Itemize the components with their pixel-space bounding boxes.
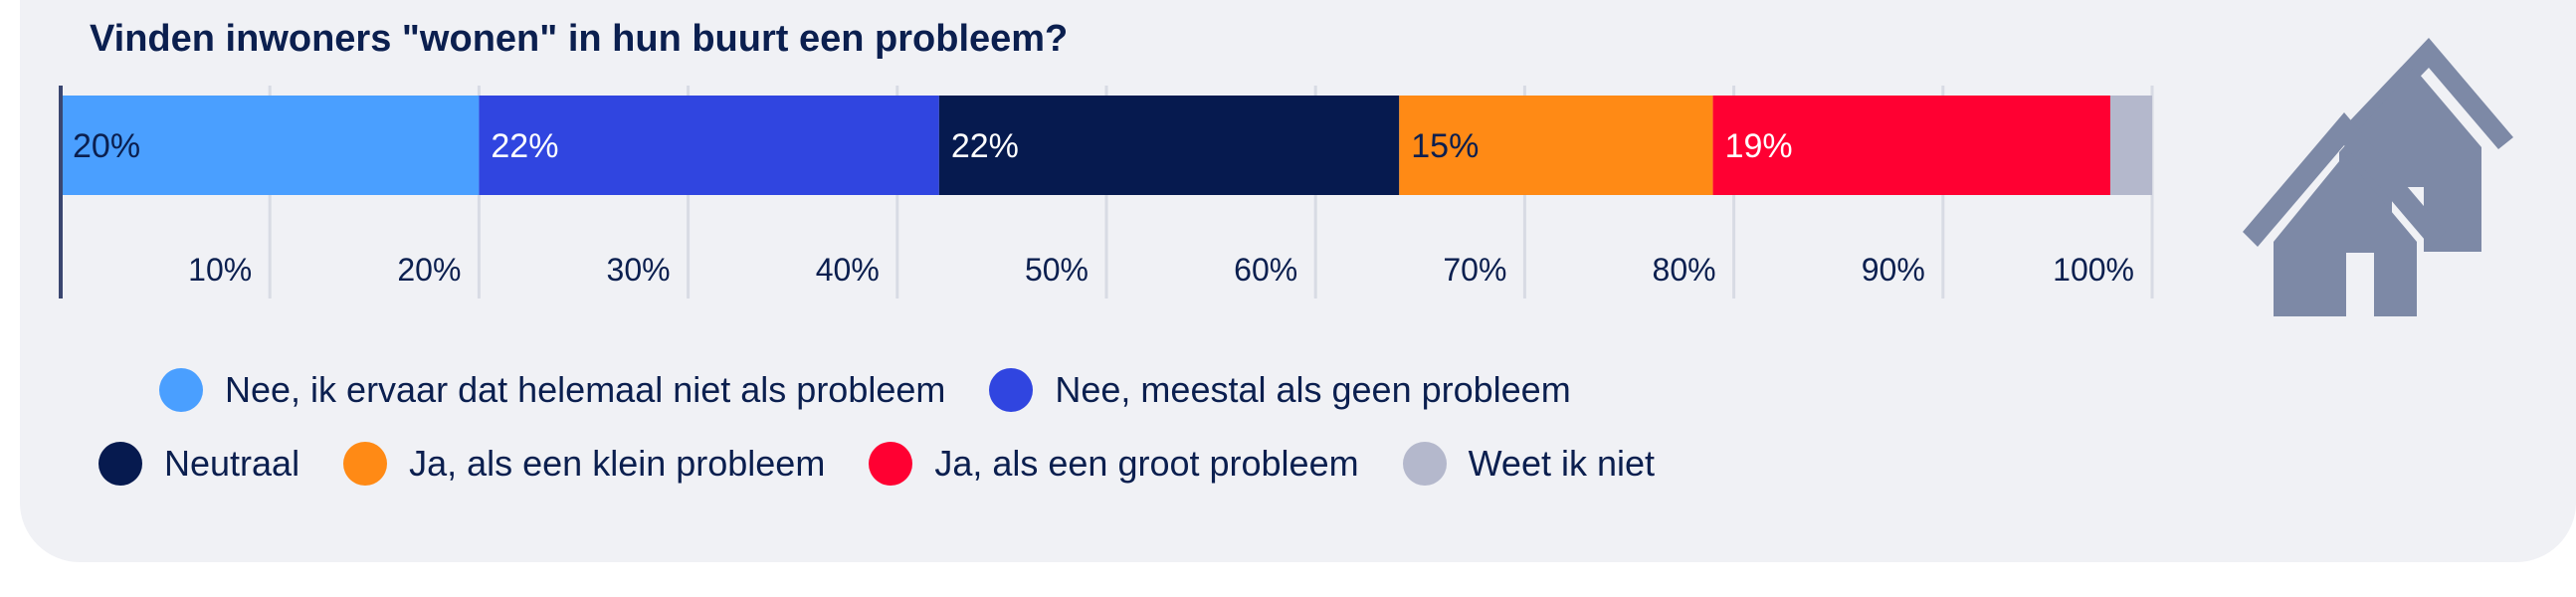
data-label: 20% [73, 127, 140, 165]
legend-item: Nee, meestal als geen probleem [989, 368, 1571, 412]
legend-swatch [343, 442, 388, 486]
chart-title: Vinden inwoners "wonen" in hun buurt een… [90, 18, 1069, 60]
tick-label: 20% [397, 252, 461, 288]
legend-row-2: Neutraal Ja, als een klein probleem Ja, al… [99, 442, 1698, 486]
legend-label: Weet ik niet [1468, 443, 1656, 484]
bar-segment [61, 96, 480, 195]
bar-segment [1399, 96, 1713, 195]
legend-label: Ja, als een groot probleem [934, 443, 1359, 484]
bar-segment [938, 96, 1400, 195]
legend-swatch [99, 442, 142, 486]
legend-item: Ja, als een groot probleem [869, 442, 1359, 486]
legend-label: Ja, als een klein probleem [409, 443, 826, 484]
legend-item: Weet ik niet [1402, 442, 1656, 486]
tick-label: 70% [1443, 252, 1506, 288]
legend-label: Neutraal [164, 443, 300, 484]
legend-label: Nee, meestal als geen probleem [1055, 369, 1571, 410]
legend-item: Nee, ik ervaar dat helemaal niet als pro… [159, 368, 945, 412]
legend-item: Ja, als een klein probleem [343, 442, 825, 486]
legend-swatch [989, 368, 1034, 412]
bar-segment [479, 96, 939, 195]
bar-segment [2109, 96, 2152, 195]
tick-label: 10% [188, 252, 252, 288]
legend-swatch [1402, 442, 1447, 486]
tick-label: 90% [1862, 252, 1925, 288]
legend-row-1: Nee, ik ervaar dat helemaal niet als pro… [159, 368, 1615, 412]
data-label: 15% [1411, 127, 1479, 165]
tick-label: 60% [1234, 252, 1297, 288]
data-label: 19% [1725, 127, 1793, 165]
houses-icon [2243, 38, 2513, 316]
legend-swatch [159, 368, 203, 412]
legend-label: Nee, ik ervaar dat helemaal niet als pro… [225, 369, 946, 410]
data-label: 22% [951, 127, 1019, 165]
legend-item: Neutraal [99, 442, 299, 486]
chart-panel [20, 0, 2576, 562]
stacked-bar-chart: 10% 20% 30% 40% 50% 60% 70% 80% 90% 100% 20% 22% 22%… [59, 86, 2154, 298]
tick-label: 100% [2053, 252, 2134, 288]
legend-swatch [869, 442, 913, 486]
tick-label: 30% [607, 252, 671, 288]
tick-label: 40% [816, 252, 880, 288]
tick-label: 80% [1653, 252, 1716, 288]
tick-label: 50% [1025, 252, 1089, 288]
data-label: 22% [491, 127, 558, 165]
bar-segment [1712, 96, 2110, 195]
